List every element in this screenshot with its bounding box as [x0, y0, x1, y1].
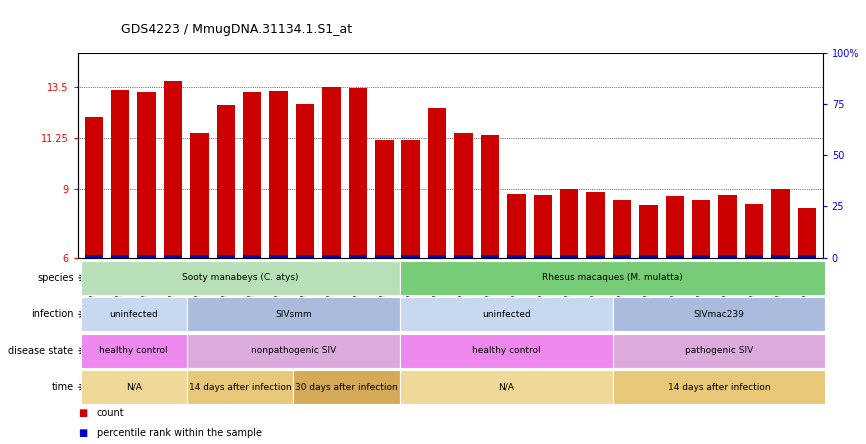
Bar	[745, 204, 763, 258]
Text: ■: ■	[78, 408, 87, 418]
Bar	[745, 255, 763, 258]
Bar	[613, 255, 631, 258]
Bar	[402, 139, 420, 258]
Bar	[455, 133, 473, 258]
Text: SIVmac239: SIVmac239	[694, 310, 745, 319]
Bar	[402, 255, 420, 258]
Bar	[269, 255, 288, 258]
Text: SIVsmm: SIVsmm	[275, 310, 312, 319]
Text: Sooty manabeys (C. atys): Sooty manabeys (C. atys)	[182, 274, 299, 282]
Bar	[138, 255, 156, 258]
Bar	[639, 255, 657, 258]
Bar	[533, 195, 552, 258]
Bar	[322, 87, 340, 258]
Text: count: count	[97, 408, 125, 418]
Text: Rhesus macaques (M. mulatta): Rhesus macaques (M. mulatta)	[542, 274, 683, 282]
Bar	[666, 255, 684, 258]
Bar	[455, 255, 473, 258]
Bar	[586, 255, 604, 258]
Text: healthy control: healthy control	[100, 346, 168, 355]
Bar	[191, 255, 209, 258]
Text: N/A: N/A	[498, 383, 514, 392]
Bar	[243, 92, 262, 258]
Text: nonpathogenic SIV: nonpathogenic SIV	[251, 346, 336, 355]
Bar	[798, 208, 816, 258]
Bar	[164, 80, 182, 258]
Bar	[586, 192, 604, 258]
Text: disease state: disease state	[9, 346, 74, 356]
Bar	[772, 255, 790, 258]
Bar	[111, 255, 129, 258]
Text: infection: infection	[31, 309, 74, 319]
Bar	[719, 255, 737, 258]
Text: ■: ■	[78, 428, 87, 438]
Text: species: species	[37, 273, 74, 283]
Bar	[692, 255, 710, 258]
Bar	[375, 255, 393, 258]
Text: uninfected: uninfected	[481, 310, 531, 319]
Bar	[560, 255, 578, 258]
Bar	[428, 108, 446, 258]
Bar	[85, 255, 103, 258]
Bar	[349, 88, 367, 258]
Bar	[507, 194, 526, 258]
Bar	[375, 139, 393, 258]
Bar	[85, 117, 103, 258]
Bar	[560, 190, 578, 258]
Text: GDS4223 / MmugDNA.31134.1.S1_at: GDS4223 / MmugDNA.31134.1.S1_at	[121, 23, 352, 36]
Bar	[692, 200, 710, 258]
Text: healthy control: healthy control	[472, 346, 540, 355]
Bar	[243, 255, 262, 258]
Text: N/A: N/A	[126, 383, 142, 392]
Text: 30 days after infection: 30 days after infection	[295, 383, 398, 392]
Bar	[191, 133, 209, 258]
Bar	[533, 255, 552, 258]
Text: time: time	[51, 382, 74, 392]
Text: 14 days after infection: 14 days after infection	[189, 383, 292, 392]
Bar	[798, 255, 816, 258]
Bar	[269, 91, 288, 258]
Text: pathogenic SIV: pathogenic SIV	[685, 346, 753, 355]
Bar	[296, 104, 314, 258]
Bar	[639, 205, 657, 258]
Bar	[111, 90, 129, 258]
Text: 14 days after infection: 14 days after infection	[668, 383, 770, 392]
Text: uninfected: uninfected	[109, 310, 158, 319]
Bar	[481, 135, 499, 258]
Bar	[296, 255, 314, 258]
Bar	[772, 190, 790, 258]
Text: percentile rank within the sample: percentile rank within the sample	[97, 428, 262, 438]
Bar	[216, 255, 235, 258]
Bar	[216, 106, 235, 258]
Bar	[349, 255, 367, 258]
Bar	[507, 255, 526, 258]
Bar	[428, 255, 446, 258]
Bar	[719, 195, 737, 258]
Bar	[138, 92, 156, 258]
Bar	[481, 255, 499, 258]
Bar	[666, 196, 684, 258]
Bar	[164, 255, 182, 258]
Bar	[322, 255, 340, 258]
Bar	[613, 200, 631, 258]
